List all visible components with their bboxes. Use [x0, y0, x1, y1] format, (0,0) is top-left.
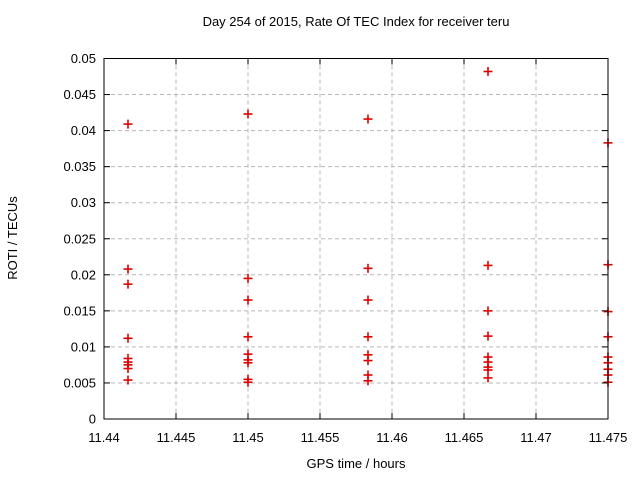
- x-tick-label: 11.465: [445, 430, 484, 445]
- y-tick-label: 0.03: [71, 195, 96, 210]
- y-tick-label: 0.025: [63, 231, 96, 246]
- data-point-marker: [483, 306, 493, 316]
- y-tick-label: 0.035: [63, 159, 96, 174]
- x-tick-labels: 11.44 11.445 11.45 11.455 11.46 11.465 11.47 11…: [88, 430, 627, 445]
- data-point-marker: [363, 263, 373, 273]
- data-point-marker: [363, 295, 373, 305]
- data-point-marker: [243, 273, 253, 283]
- data-point-marker: [363, 114, 373, 124]
- x-tick-label: 11.455: [301, 430, 340, 445]
- x-axis-label: GPS time / hours: [306, 456, 406, 471]
- y-tick-label: 0.04: [71, 123, 96, 138]
- y-tick-label: 0.02: [71, 267, 96, 282]
- y-tick-label: 0: [89, 412, 96, 427]
- data-point-marker: [243, 377, 253, 387]
- y-tick-label: 0.045: [63, 87, 96, 102]
- x-tick-label: 11.475: [589, 430, 628, 445]
- tick-marks: [103, 58, 609, 420]
- y-tick-label: 0.05: [71, 51, 96, 66]
- y-tick-label: 0.005: [63, 375, 96, 390]
- data-point-marker: [483, 260, 493, 270]
- data-point-marker: [483, 365, 493, 375]
- data-point-marker: [123, 264, 133, 274]
- data-point-marker: [123, 333, 133, 343]
- x-tick-label: 11.44: [88, 430, 120, 445]
- data-point-marker: [243, 295, 253, 305]
- data-point-marker: [363, 332, 373, 342]
- data-point-marker: [123, 279, 133, 289]
- y-tick-label: 0.01: [71, 339, 96, 354]
- data-point-marker: [483, 331, 493, 341]
- data-points: [123, 66, 613, 387]
- data-point-marker: [243, 332, 253, 342]
- data-point-marker: [243, 109, 253, 119]
- data-point-marker: [363, 376, 373, 386]
- data-point-marker: [483, 66, 493, 76]
- data-point-marker: [123, 375, 133, 385]
- y-tick-labels: 0 0.005 0.01 0.015 0.02 0.025 0.03 0.035 0.04 0.0…: [63, 51, 96, 427]
- y-tick-label: 0.015: [63, 303, 96, 318]
- data-point-marker: [363, 356, 373, 366]
- data-point-marker: [243, 358, 253, 368]
- data-point-marker: [123, 119, 133, 129]
- data-point-marker: [483, 373, 493, 383]
- x-tick-label: 11.47: [520, 430, 552, 445]
- data-point-marker: [123, 364, 133, 374]
- x-tick-label: 11.46: [376, 430, 408, 445]
- x-tick-label: 11.45: [232, 430, 264, 445]
- x-tick-label: 11.445: [157, 430, 196, 445]
- grid-lines: [104, 58, 608, 419]
- chart-title: Day 254 of 2015, Rate Of TEC Index for r…: [202, 14, 510, 29]
